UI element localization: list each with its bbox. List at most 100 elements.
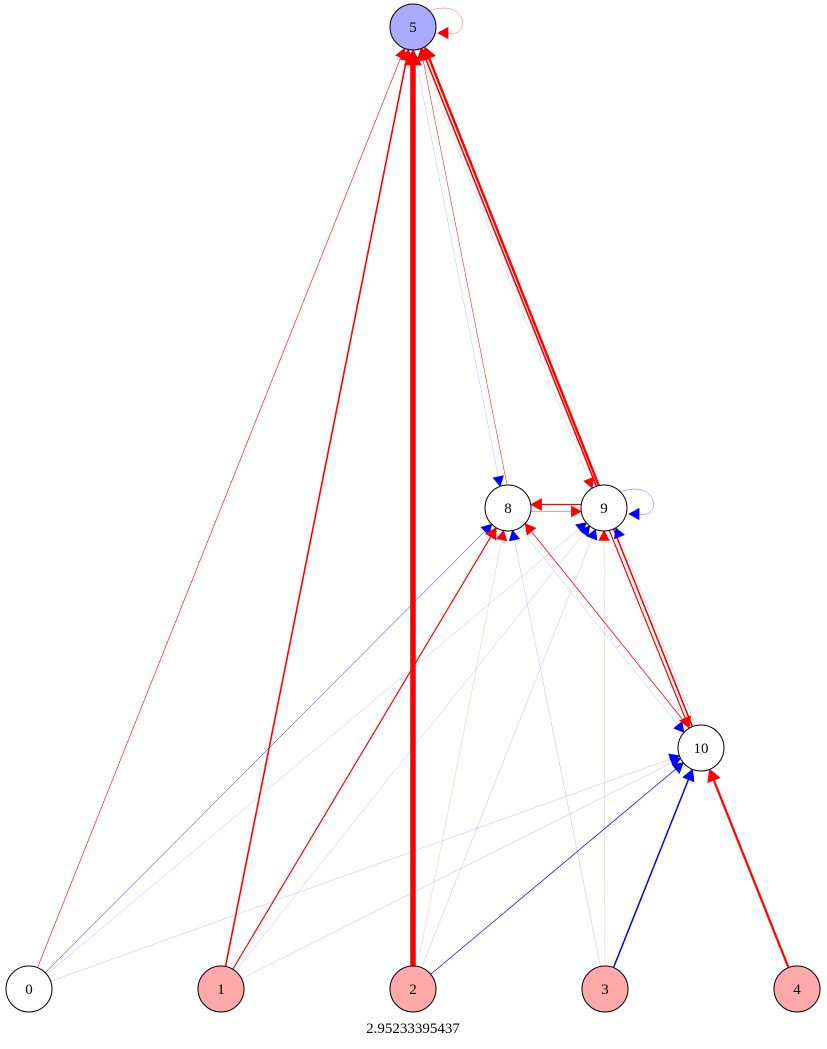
edge-9-to-10-line	[608, 530, 687, 720]
node-5: 5	[389, 3, 437, 51]
edge-2-to-9	[421, 528, 598, 968]
node-1: 1	[197, 965, 245, 1013]
edge-8-to-9	[531, 505, 582, 518]
edge-8-to-5	[416, 48, 508, 485]
node-5-label: 5	[409, 20, 417, 36]
edge-2-to-9-line	[421, 537, 593, 968]
edge-1-to-5	[224, 48, 413, 967]
edge-8-to-10-line	[519, 528, 679, 726]
node-0-label: 0	[25, 982, 33, 998]
edge-0-to-9-arrow	[575, 522, 587, 534]
edge-3-to-8-line	[514, 538, 601, 967]
node-4-circle	[773, 965, 821, 1013]
edge-10-to-5-line	[424, 57, 694, 727]
edge-9-to-5-line	[427, 56, 600, 486]
node-4: 4	[773, 965, 821, 1013]
edge-10-to-9-line	[618, 535, 696, 726]
edge-9-to-10	[608, 530, 692, 729]
edge-5-to-9	[418, 49, 595, 489]
edge-9-to-5	[422, 46, 600, 486]
edge-8-to-10	[519, 528, 685, 733]
edge-3-to-8-arrow	[508, 529, 521, 542]
node-2-circle	[389, 965, 437, 1013]
edge-2-to-10-line	[430, 768, 677, 975]
edge-3-to-10-arrow	[682, 768, 695, 783]
edge-0-to-10-line	[50, 758, 672, 982]
edge-8-to-5-line	[422, 57, 508, 485]
edge-1-to-9	[235, 525, 591, 972]
edge-0-to-5	[37, 47, 407, 968]
edge-9-to-8	[530, 498, 581, 511]
nodes-layer: 0 1 2 3 4 5 8 9 10	[5, 3, 821, 1013]
edge-0-to-10	[50, 753, 681, 982]
edge-5-to-8-line	[413, 50, 499, 478]
edge-10-to-5	[419, 47, 694, 727]
edge-5-to-8-arrow	[492, 475, 504, 487]
edge-8-to-10-arrow	[673, 721, 685, 733]
edge-3-to-10	[612, 768, 695, 968]
edge-0-to-5-line	[37, 56, 402, 968]
edge-1-to-10-line	[241, 761, 673, 979]
edge-2-to-10-arrow	[671, 762, 684, 775]
edge-2-to-9-arrow	[586, 528, 598, 541]
node-8-circle	[484, 484, 532, 532]
node-2: 2	[389, 965, 437, 1013]
edge-0-to-8-line	[45, 530, 486, 973]
edge-2-to-5	[404, 49, 422, 966]
node-0: 0	[5, 965, 53, 1013]
node-3-circle	[581, 965, 629, 1013]
edge-5-to-8	[413, 50, 504, 487]
edge-4-to-10-line	[712, 778, 790, 969]
edge-8-to-9-arrow	[571, 505, 582, 518]
edge-1-to-8-line	[232, 535, 492, 970]
node-3-label: 3	[601, 982, 609, 998]
edge-10-to-8-line	[530, 530, 690, 729]
edge-2-to-10	[430, 762, 684, 975]
node-10-label: 10	[694, 741, 709, 757]
edge-9-to-8-arrow	[530, 498, 542, 511]
node-4-label: 4	[793, 982, 801, 998]
edge-0-to-9-line	[46, 528, 580, 975]
edge-2-to-8	[417, 529, 508, 967]
edge-1-to-9-line	[235, 532, 585, 972]
edge-5-to-9-line	[418, 49, 590, 481]
edge-1-to-8-arrow	[485, 527, 497, 541]
edge-0-to-9	[46, 522, 587, 975]
node-2-label: 2	[409, 982, 417, 998]
node-9: 9	[580, 484, 628, 532]
edge-4-to-10	[707, 768, 790, 969]
edge-1-to-8	[232, 527, 497, 970]
edge-4-to-10-arrow	[707, 768, 721, 784]
node-3: 3	[581, 965, 629, 1013]
edge-1-to-9-arrow	[579, 525, 591, 538]
edge-3-to-10-line	[612, 778, 690, 968]
edge-1-to-5-line	[224, 59, 408, 967]
edge-3-to-8	[508, 529, 601, 967]
node-10: 10	[677, 724, 725, 772]
edge-10-to-9	[614, 527, 696, 726]
edge-5-to-9-arrow	[583, 476, 595, 489]
edge-2-to-8-arrow	[495, 529, 508, 542]
edge-3-to-9-arrow	[598, 530, 610, 541]
edge-3-to-9-line	[603, 539, 606, 967]
edge-9-to-9-arrow	[628, 507, 640, 521]
edge-5-to-5-arrow	[437, 26, 449, 40]
node-8: 8	[484, 484, 532, 532]
node-0-circle	[5, 965, 53, 1013]
node-1-circle	[197, 965, 245, 1013]
graph-caption: 2.95233395437	[366, 1021, 460, 1037]
edge-1-to-10-arrow	[669, 757, 682, 768]
edge-10-to-8-arrow	[524, 523, 537, 536]
edge-10-to-9-arrow	[614, 527, 625, 540]
edge-3-to-9	[598, 530, 610, 967]
edge-10-to-8	[524, 523, 690, 729]
node-1-label: 1	[217, 982, 225, 998]
edge-2-to-5-arrow	[404, 49, 422, 66]
node-9-circle	[580, 484, 628, 532]
edge-1-to-10	[241, 757, 682, 979]
edge-2-to-8-line	[417, 538, 503, 967]
edges-layer	[37, 8, 790, 982]
node-9-label: 9	[600, 501, 608, 517]
node-5-circle	[389, 3, 437, 51]
